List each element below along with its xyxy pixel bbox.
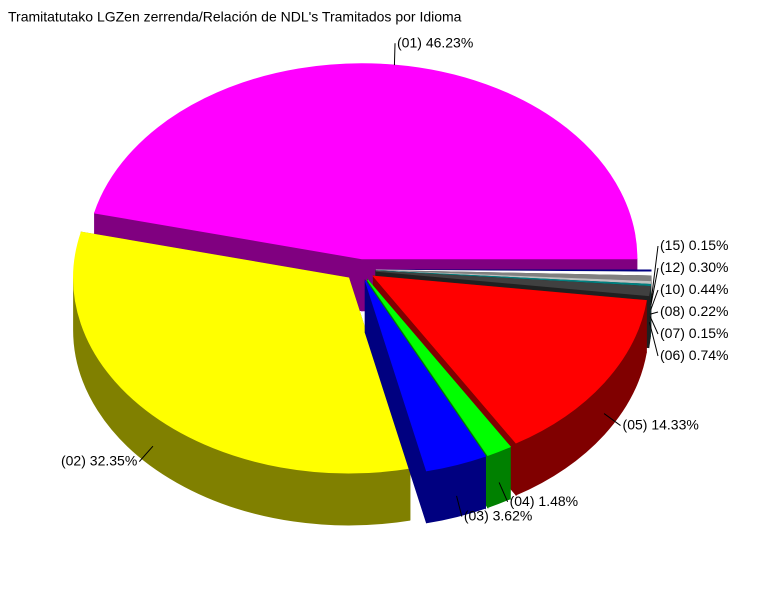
slice-value-label: 0.22% xyxy=(689,303,729,319)
slice-category: (07) xyxy=(660,325,685,341)
leader-line xyxy=(498,482,509,502)
slice-category: (03) xyxy=(464,507,489,523)
slice-label: (04) 1.48% xyxy=(510,492,579,508)
leader-line xyxy=(456,495,463,517)
slice-label: (03) 3.62% xyxy=(464,507,532,523)
chart-title: Tramitatutako LGZen zerrenda/Relación de… xyxy=(8,9,462,25)
leader-line xyxy=(603,413,621,426)
slice-category: (05) xyxy=(623,416,648,432)
slice-label: (10) 0.44% xyxy=(660,281,729,297)
slice-label: (01) 46.23% xyxy=(397,34,473,50)
leader-line xyxy=(650,245,659,303)
slice-label: (08) 0.22% xyxy=(660,303,729,319)
slice-category: (06) xyxy=(660,347,685,363)
slice-value-label: 0.15% xyxy=(689,237,729,253)
slice-category: (10) xyxy=(660,281,685,297)
slice-value-label: 0.44% xyxy=(689,281,729,297)
slice-value-label: 0.30% xyxy=(689,259,729,275)
slice-value-label: 0.15% xyxy=(689,325,729,341)
slice-category: (01) xyxy=(397,34,422,50)
slice-label: (12) 0.30% xyxy=(660,259,729,275)
slice-top xyxy=(372,275,647,444)
leader-line xyxy=(650,289,659,311)
slice-value-label: 46.23% xyxy=(426,34,473,50)
slice-top xyxy=(375,270,651,297)
slice-label: (15) 0.15% xyxy=(660,237,729,253)
slice-top xyxy=(367,279,512,456)
slice-value-label: 0.74% xyxy=(689,347,729,363)
leader-line xyxy=(138,445,154,462)
slice-category: (08) xyxy=(660,303,685,319)
slice-category: (02) xyxy=(61,452,86,468)
leader-line xyxy=(649,316,659,335)
slice-label: (07) 0.15% xyxy=(660,325,729,341)
slice-category: (15) xyxy=(660,237,685,253)
slice-value-label: 32.35% xyxy=(90,452,137,468)
leader-line xyxy=(648,322,659,357)
slice-label: (05) 14.33% xyxy=(623,416,699,432)
slice-label: (06) 0.74% xyxy=(660,347,729,363)
slice-side xyxy=(487,445,511,509)
slice-value-label: 1.48% xyxy=(538,492,578,508)
leader-line xyxy=(393,43,396,66)
slice-category: (04) xyxy=(510,492,535,508)
leader-line xyxy=(650,267,659,306)
slice xyxy=(364,279,487,524)
slice-category: (12) xyxy=(660,259,685,275)
slice-value-label: 14.33% xyxy=(651,416,698,432)
slice xyxy=(73,231,411,526)
leader-line xyxy=(650,311,659,315)
slice-top xyxy=(73,231,411,474)
slice-value-label: 3.62% xyxy=(493,507,533,523)
slice-top xyxy=(364,280,487,472)
slice-label: (02) 32.35% xyxy=(61,452,137,468)
